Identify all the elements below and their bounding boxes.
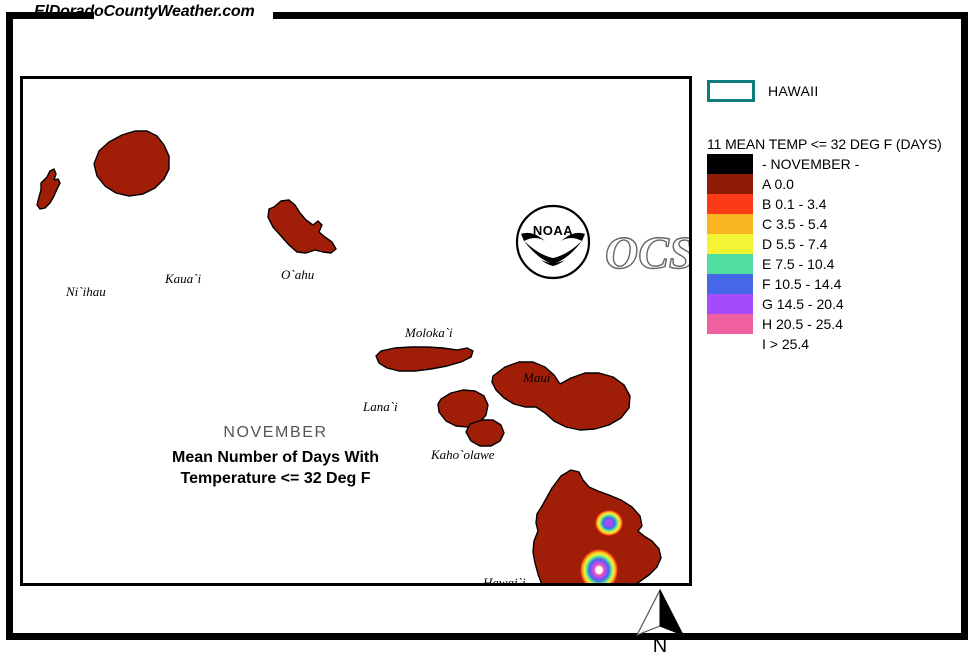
- legend-row: D 5.5 - 7.4: [707, 234, 972, 254]
- legend-row: - NOVEMBER -: [707, 154, 972, 174]
- map-panel: Ni`ihau Kaua`i O`ahu Moloka`i Lana`i Mau…: [20, 76, 692, 586]
- legend-row: E 7.5 - 10.4: [707, 254, 972, 274]
- legend-area-key: HAWAII: [707, 76, 972, 106]
- hawaii-islands-map: [36, 130, 662, 583]
- island-oahu: [267, 199, 337, 254]
- island-label-lanai: Lana`i: [363, 399, 398, 414]
- island-label-kahoolawe: Kaho`olawe: [431, 447, 495, 462]
- island-label-niihau: Ni`ihau: [66, 284, 106, 299]
- legend-swatch: [707, 274, 753, 294]
- map-title-block: NOVEMBER Mean Number of Days With Temper…: [128, 424, 423, 489]
- legend-row: I > 25.4: [707, 334, 972, 354]
- legend-row-label: - NOVEMBER -: [762, 156, 860, 172]
- legend-row: H 20.5 - 25.4: [707, 314, 972, 334]
- legend-rows: - NOVEMBER - A 0.0 B 0.1 - 3.4 C 3.5 - 5…: [707, 154, 972, 354]
- map-title-line-2: Temperature <= 32 Deg F: [180, 470, 371, 487]
- island-label-oahu: O`ahu: [281, 267, 315, 282]
- legend-area-key-swatch: [707, 80, 755, 102]
- ocs-logo: OCS: [604, 226, 691, 278]
- map-title-line-1: Mean Number of Days With: [172, 449, 379, 466]
- legend-row-label: F 10.5 - 14.4: [762, 276, 842, 292]
- frame-top-left: [6, 12, 94, 19]
- legend-row-label: I > 25.4: [762, 336, 810, 352]
- legend-swatch: [707, 294, 753, 314]
- noaa-logo: NOAA: [515, 204, 591, 280]
- noaa-logo-text: NOAA: [533, 223, 573, 238]
- legend-row: C 3.5 - 5.4: [707, 214, 972, 234]
- legend-row: F 10.5 - 14.4: [707, 274, 972, 294]
- legend-swatch: [707, 254, 753, 274]
- island-kauai: [93, 130, 170, 197]
- ocs-logo-text: OCS: [605, 227, 691, 278]
- legend: HAWAII 11 MEAN TEMP <= 32 DEG F (DAYS) -…: [707, 76, 972, 354]
- legend-row: B 0.1 - 3.4: [707, 194, 972, 214]
- legend-row-label: E 7.5 - 10.4: [762, 256, 835, 272]
- island-label-maui: Maui: [523, 370, 551, 385]
- hotspot-mauna-loa: [580, 549, 618, 583]
- island-kahoolawe: [465, 419, 505, 447]
- legend-area-key-label: HAWAII: [768, 83, 819, 99]
- legend-row: A 0.0: [707, 174, 972, 194]
- legend-row-label: C 3.5 - 5.4: [762, 216, 828, 232]
- legend-swatch: [707, 214, 753, 234]
- north-arrow-label: N: [653, 635, 667, 654]
- legend-row: G 14.5 - 20.4: [707, 294, 972, 314]
- island-label-molokai: Moloka`i: [405, 325, 453, 340]
- island-lanai: [437, 389, 489, 428]
- legend-row-label: H 20.5 - 25.4: [762, 316, 843, 332]
- frame-right: [961, 12, 968, 640]
- legend-title: 11 MEAN TEMP <= 32 DEG F (DAYS): [707, 136, 942, 152]
- legend-swatch: [707, 154, 753, 174]
- frame-bottom: [6, 633, 968, 640]
- legend-row-label: G 14.5 - 20.4: [762, 296, 844, 312]
- island-maui: [491, 361, 631, 431]
- site-title: ElDoradoCountyWeather.com: [34, 3, 255, 20]
- hotspot-mauna-kea: [595, 510, 623, 536]
- island-label-kauai: Kaua`i: [165, 271, 202, 286]
- island-label-hawaii: Hawai`i: [483, 575, 526, 586]
- legend-row-label: D 5.5 - 7.4: [762, 236, 828, 252]
- legend-swatch: [707, 234, 753, 254]
- legend-row-label: B 0.1 - 3.4: [762, 196, 827, 212]
- frame-left: [6, 12, 13, 640]
- island-niihau: [36, 168, 61, 210]
- legend-swatch: [707, 194, 753, 214]
- legend-swatch: [707, 334, 753, 354]
- frame-top-right: [273, 12, 968, 19]
- map-title-month: NOVEMBER: [223, 424, 328, 441]
- legend-swatch: [707, 174, 753, 194]
- legend-row-label: A 0.0: [762, 176, 794, 192]
- legend-swatch: [707, 314, 753, 334]
- island-molokai: [375, 346, 474, 372]
- north-arrow: N: [635, 588, 685, 654]
